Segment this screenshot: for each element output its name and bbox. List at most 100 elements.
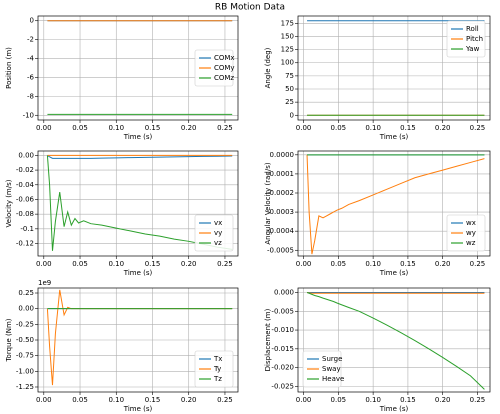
y-tick-label: 0.000 (274, 289, 294, 297)
y-tick-label: -0.0003 (267, 208, 294, 216)
legend-label: vy (214, 229, 222, 237)
legend-label: Surge (322, 355, 342, 363)
x-tick-label: 0.15 (145, 124, 161, 132)
x-tick-label: 0.10 (108, 396, 124, 404)
y-axis-label: Displacement (m) (264, 308, 272, 371)
y-tick-label: -0.25 (16, 320, 34, 328)
legend-label: COMx (214, 54, 235, 62)
x-tick-label: 0.25 (470, 260, 486, 268)
y-tick-label: 25 (285, 98, 294, 106)
legend-box (194, 350, 234, 388)
plot-frame (297, 287, 491, 393)
y-tick-label: -0.020 (271, 364, 294, 372)
x-tick-label: 0.10 (365, 260, 381, 268)
y-tick-label: -0.0001 (267, 170, 294, 178)
y-axis-label: Velocity (m/s) (5, 179, 13, 227)
subplot: 0.00 0.05 0.10 0.15 0.20 0.25 0 25 50 75 100 125 150… (264, 15, 491, 141)
y-tick-label: 0 (30, 17, 34, 25)
legend-label: Sway (322, 365, 341, 373)
y-tick-label: 0.0000 (270, 151, 295, 159)
x-tick-label: 0.15 (145, 260, 161, 268)
legend-label: COMz (214, 74, 234, 82)
x-tick-label: 0.10 (365, 396, 381, 404)
y-tick-label: 0 (290, 111, 294, 119)
y-axis-label: Position (m) (5, 47, 13, 89)
y-tick-label: 175 (281, 19, 294, 27)
x-tick-label: 0.25 (217, 260, 233, 268)
data-line (306, 292, 485, 294)
x-tick-label: 0.10 (365, 124, 381, 132)
x-tick-label: 0.05 (72, 260, 88, 268)
y-tick-label: -0.50 (16, 336, 34, 344)
y-tick-label: -0.0005 (267, 246, 294, 254)
legend-label: vx (214, 219, 222, 227)
x-tick-label: 0.05 (72, 396, 88, 404)
y-tick-label: -0.1 (20, 225, 34, 233)
y-tick-label: -0.04 (16, 181, 35, 189)
y-tick-label: 0.00 (18, 305, 34, 313)
x-tick-label: 0.20 (435, 396, 451, 404)
y-tick-label: -1.00 (16, 367, 34, 375)
x-axis-label: Time (s) (123, 269, 153, 277)
y-tick-label: -0.010 (271, 326, 294, 334)
data-line (306, 154, 485, 255)
y-axis-label: Torque (Nm) (5, 318, 13, 362)
legend-label: Ty (213, 365, 221, 373)
x-tick-label: 0.10 (108, 260, 124, 268)
x-axis-label: Time (s) (379, 405, 409, 413)
y-tick-label: -10 (23, 111, 34, 119)
legend-label: Heave (322, 375, 344, 383)
x-tick-label: 0.20 (181, 260, 197, 268)
figure-title: RB Motion Data (215, 3, 285, 13)
y-axis-label: Angle (deg) (264, 47, 272, 88)
plot-frame (37, 150, 239, 257)
x-tick-label: 0.00 (36, 260, 52, 268)
plot-frame (297, 15, 491, 121)
x-tick-label: 0.00 (36, 124, 52, 132)
x-tick-label: 0.25 (470, 396, 486, 404)
plot-frame (37, 287, 239, 393)
x-tick-label: 0.05 (331, 396, 347, 404)
x-tick-label: 0.00 (36, 396, 52, 404)
legend-box (302, 350, 342, 388)
data-line (47, 154, 233, 159)
y-tick-label: 0.00 (18, 151, 34, 159)
x-axis-label: Time (s) (123, 405, 153, 413)
y-tick-label: -0.005 (271, 307, 294, 315)
x-tick-label: 0.20 (181, 396, 197, 404)
y-tick-label: -0.75 (16, 352, 34, 360)
subplot: 0.00 0.05 0.10 0.15 0.20 0.25 -0.025 -0.020 -0.0… (264, 287, 491, 413)
subplot: 0.00 0.05 0.10 0.15 0.20 0.25 -10 -8 -6 -4 -2 0 Time… (5, 15, 239, 141)
y-tick-label: -2 (27, 36, 34, 44)
x-tick-label: 0.05 (72, 124, 88, 132)
x-tick-label: 0.20 (181, 124, 197, 132)
y-tick-label: -0.0004 (267, 227, 295, 235)
y-tick-label: 50 (285, 85, 294, 93)
subplot: 0.00 0.05 0.10 0.15 0.20 0.25 -0.12 -0.1 -0.08 -0… (5, 150, 239, 277)
x-tick-label: 0.15 (145, 396, 161, 404)
x-tick-label: 0.25 (470, 124, 486, 132)
x-tick-label: 0.00 (296, 396, 312, 404)
x-tick-label: 0.20 (435, 260, 451, 268)
legend-label: wx (466, 219, 476, 227)
legend-label: vz (214, 239, 222, 247)
x-axis-label: Time (s) (379, 269, 409, 277)
legend-label: Tx (213, 355, 222, 363)
y-tick-label: 75 (285, 72, 294, 80)
plot-frame (297, 150, 491, 257)
subplot: 0.00 0.05 0.10 0.15 0.20 0.25 -1.25 -1.00 -0.75 -… (5, 279, 239, 413)
y-tick-label: 150 (281, 32, 294, 40)
x-axis-label: Time (s) (379, 133, 409, 141)
x-axis-label: Time (s) (123, 133, 153, 141)
y-tick-label: -0.02 (16, 166, 34, 174)
y-tick-label: -8 (27, 92, 34, 100)
y-tick-label: 100 (281, 59, 294, 67)
legend-box (446, 20, 486, 58)
x-tick-label: 0.15 (400, 396, 416, 404)
y-tick-label: -0.015 (271, 345, 294, 353)
x-tick-label: 0.00 (296, 124, 312, 132)
y-tick-label: 125 (281, 46, 294, 54)
legend-box (194, 49, 234, 87)
legend-label: Yaw (465, 45, 480, 53)
